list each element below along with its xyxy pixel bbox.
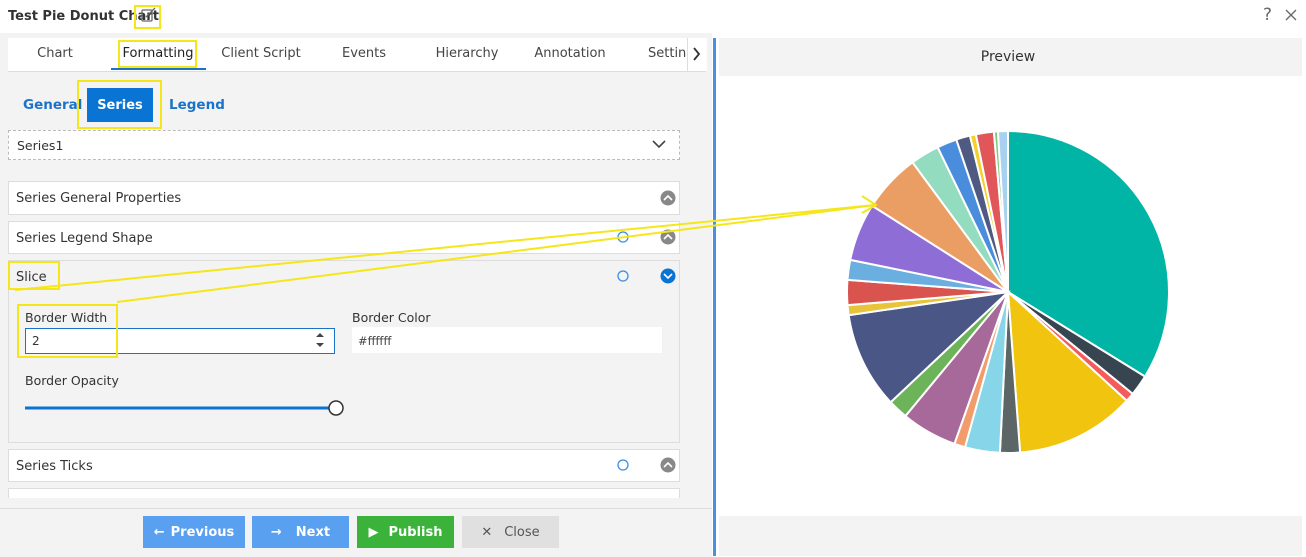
input-value: 2 [32,334,40,348]
slider-thumb[interactable] [328,400,344,416]
button-label: Previous [170,524,235,540]
section[interactable]: Series General Properties [8,181,680,215]
button-label: Close [504,524,540,540]
tab[interactable]: Hierarchy [435,46,499,61]
footer [0,508,712,557]
section-title[interactable]: Slice [16,270,47,285]
section[interactable]: Series Ticks [8,449,680,482]
section[interactable]: Series Legend Shape [8,221,680,254]
pie-slice[interactable] [1007,129,1170,378]
section [8,488,680,498]
tab[interactable]: Annotation [534,46,606,61]
help-button[interactable]: ? [1263,5,1273,25]
button-label: Next [295,524,331,540]
tab[interactable]: Events [341,46,387,61]
section-title: Series Ticks [16,459,93,474]
tab-underline [111,68,206,70]
field-label: Border Width [25,310,108,325]
tab[interactable]: Client Script [221,46,301,61]
section-title: Series General Properties [16,191,182,206]
previous-button[interactable]: ← Previous [143,516,245,548]
number-input[interactable]: 2 [25,328,335,354]
annotations [8,5,878,358]
tab-scroll[interactable] [687,38,707,71]
subtab-active[interactable]: Series [87,88,153,122]
button-label: Publish [388,524,443,540]
select-value: Series1 [17,138,64,153]
publish-button[interactable]: ▶ Publish [357,516,454,548]
tab[interactable]: Chart [37,46,73,61]
subtab[interactable]: General [23,97,83,113]
splitter[interactable] [713,38,716,556]
pie-slice[interactable] [996,129,1009,293]
field-label: Border Color [352,310,431,325]
pie-slice[interactable] [1006,289,1129,454]
input-value: #ffffff [358,334,392,348]
tab[interactable]: Settings [648,46,687,61]
preview-title: Preview [980,49,1036,65]
pie-slice[interactable] [847,290,1012,404]
subtab[interactable]: Legend [169,97,225,113]
next-button[interactable]: → Next [252,516,349,548]
section-title: Series Legend Shape [16,231,153,246]
tab[interactable]: Formatting [122,46,194,61]
color-input[interactable]: #ffffff [352,327,662,353]
series-select[interactable]: Series1 [8,130,680,160]
field-label: Border Opacity [25,373,119,388]
close-button[interactable]: ✕ Close [462,516,559,548]
window-title: Test Pie Donut Chart [8,9,159,24]
section-toggles [617,190,676,473]
